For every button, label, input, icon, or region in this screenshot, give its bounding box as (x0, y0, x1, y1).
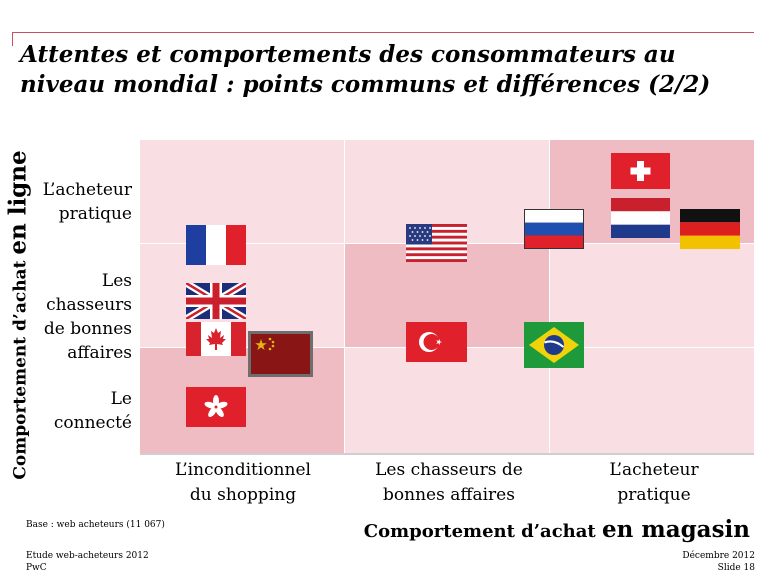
title-line-1: Attentes et comportements des consommate… (20, 41, 676, 68)
row-label-middle-line4: affaires (67, 343, 132, 363)
column-label-left-line2: du shopping (189, 485, 297, 505)
x-axis-emphasis: en magasin (602, 516, 750, 543)
row-label-top-line1: L’acheteur (42, 180, 132, 200)
row-label-middle: Les chasseurs de bonnes affaires (30, 269, 132, 365)
flag-russia-icon (524, 209, 584, 249)
grid-divider-v1 (344, 140, 345, 454)
column-label-center: Les chasseurs de bonnes affaires (347, 458, 551, 508)
row-label-middle-line1: Les (101, 271, 132, 291)
flag-netherlands-icon (611, 198, 670, 238)
x-axis-line (140, 453, 754, 455)
column-label-right: L’acheteur pratique (552, 458, 756, 508)
column-label-left-line1: L’inconditionnel (175, 460, 311, 480)
column-label-right-line1: L’acheteur (609, 460, 699, 480)
column-label-left: L’inconditionnel du shopping (142, 458, 344, 508)
row-label-top: L’acheteur pratique (30, 178, 132, 226)
column-label-center-line2: bonnes affaires (383, 485, 515, 505)
slide-title: Attentes et comportements des consommate… (20, 40, 760, 100)
flag-uk-icon (186, 283, 246, 319)
grid-divider-v2 (549, 140, 550, 454)
x-axis-prefix: Comportement d’achat (363, 521, 602, 542)
row-label-middle-line2: chasseurs (46, 295, 132, 315)
row-label-middle-line3: de bonnes (43, 319, 132, 339)
column-label-center-line1: Les chasseurs de (375, 460, 523, 480)
footnote-base: Base : web acheteurs (11 067) (26, 520, 165, 530)
header-rule-tick (12, 32, 13, 46)
title-line-2: niveau mondial : points communs et diffé… (20, 71, 711, 98)
row-label-bottom: Le connecté (30, 387, 132, 435)
row-label-top-line2: pratique (58, 204, 132, 224)
row-label-bottom-line2: connecté (53, 413, 132, 433)
header-rule (12, 32, 754, 33)
row-label-bottom-line1: Le (110, 389, 132, 409)
flag-usa-icon (406, 224, 467, 262)
footer-slide-number: Slide 18 (717, 563, 755, 573)
flag-brazil-icon (524, 322, 584, 368)
footer-study: Etude web-acheteurs 2012 (26, 551, 149, 561)
flag-turkey-icon (406, 322, 467, 362)
y-axis-title: Comportement d’achat en ligne (5, 150, 32, 479)
flag-germany-icon (680, 209, 740, 249)
footer-company: PwC (26, 563, 47, 573)
flag-hong-kong-icon (186, 387, 246, 427)
y-axis-emphasis: en ligne (4, 150, 32, 255)
flag-canada-icon (186, 322, 246, 356)
flag-france-icon (186, 225, 246, 265)
column-label-right-line2: pratique (617, 485, 691, 505)
y-axis-prefix: Comportement d’achat (10, 254, 31, 480)
flag-china-icon (248, 331, 313, 377)
x-axis-title: Comportement d’achat en magasin (330, 516, 750, 543)
flag-switzerland-icon (611, 153, 670, 189)
footer-date: Décembre 2012 (682, 551, 755, 561)
